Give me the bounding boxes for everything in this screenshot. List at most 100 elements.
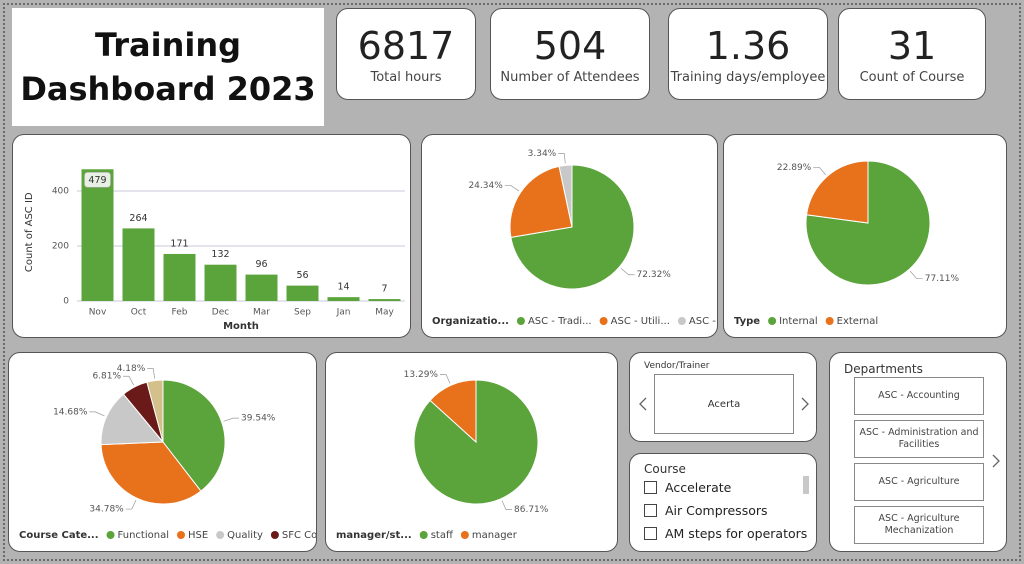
data-label: 479 <box>88 175 106 186</box>
checkbox[interactable] <box>644 504 657 517</box>
prev-arrow[interactable] <box>638 397 648 411</box>
data-label: 4.18% <box>117 364 146 374</box>
item-label: Air Compressors <box>665 503 768 518</box>
legend-label: Internal <box>779 316 818 327</box>
departments-slicer: Departments ASC - Accounting ASC - Admin… <box>829 352 1007 552</box>
data-label: 3.34% <box>528 149 557 159</box>
x-tick-label: Nov <box>89 308 107 318</box>
legend-label: manager <box>472 530 518 541</box>
bar <box>163 253 196 301</box>
data-label: 86.71% <box>514 505 549 515</box>
kpi-value: 1.36 <box>705 23 791 68</box>
legend-swatch <box>768 317 777 325</box>
kpi-label: Total hours <box>370 69 442 85</box>
data-label: 39.54% <box>241 414 276 424</box>
vendor-slicer: Vendor/Trainer Acerta <box>629 352 817 442</box>
leader-line <box>501 500 513 510</box>
kpi-card: 504 Number of Attendees <box>490 8 650 100</box>
x-tick-label: Feb <box>172 308 188 318</box>
slicer-item[interactable]: ASC - Agriculture Mechanization <box>854 506 984 544</box>
pie-slice <box>146 379 164 443</box>
slicer-item[interactable]: Accelerate <box>644 480 731 495</box>
legend-label: staff <box>431 530 454 541</box>
x-tick-label: Dec <box>212 308 229 318</box>
x-tick-label: May <box>375 308 394 318</box>
legend-title: manager/st... <box>336 530 412 541</box>
data-label: 6.81% <box>92 372 121 382</box>
course-slicer: Course Accelerate Air Compressors AM ste… <box>629 453 817 552</box>
bar <box>327 297 360 301</box>
legend-swatch <box>106 531 115 539</box>
slicer-title: Departments <box>844 362 923 376</box>
bar <box>245 274 278 301</box>
item-label: Accelerate <box>665 480 732 495</box>
legend-swatch <box>460 531 469 539</box>
leader-line <box>813 166 827 176</box>
data-label: 24.34% <box>468 181 503 191</box>
pie-chart: 39.54% 34.78% 14.68% 6.81%4.18% Course Cate.… <box>19 364 317 541</box>
data-label: 77.11% <box>925 274 960 284</box>
next-arrow[interactable] <box>991 454 1001 468</box>
checkbox[interactable] <box>644 481 657 494</box>
data-label: 34.78% <box>89 505 124 515</box>
slicer-item[interactable]: AM steps for operators <box>644 526 807 541</box>
leader-line <box>123 375 134 386</box>
data-label: 56 <box>296 270 308 281</box>
chart-card: 77.11% 22.89% Type Internal External <box>723 134 1007 338</box>
leader-line <box>504 185 520 192</box>
y-tick-label: 200 <box>52 242 69 252</box>
data-label: 132 <box>211 249 229 260</box>
leader-line <box>147 368 155 379</box>
kpi-value: 6817 <box>357 23 455 68</box>
data-label: 13.29% <box>404 370 439 380</box>
data-label: 96 <box>255 259 267 270</box>
bar <box>122 228 155 301</box>
chart-card: 39.54% 34.78% 14.68% 6.81% 4.18% Course Cate.… <box>8 352 317 552</box>
slicer-item[interactable]: ASC - Administration and Facilities <box>854 420 984 458</box>
x-tick-label: Oct <box>131 308 147 318</box>
leader-line <box>223 417 240 422</box>
data-label: 264 <box>129 213 147 224</box>
legend-label: Functional <box>118 530 169 541</box>
legend-label: SFC Comp... <box>282 530 317 541</box>
scrollbar[interactable] <box>803 476 809 494</box>
x-tick-label: Jan <box>336 308 351 318</box>
pie-slice <box>162 379 226 492</box>
bar <box>286 285 319 301</box>
bar-chart: 0 200 400 Count of ASC ID Month Nov 479 Oct 264 F… <box>24 169 405 332</box>
slicer-title: Vendor/Trainer <box>644 361 710 371</box>
legend-label: ASC - Utili... <box>611 316 670 327</box>
pie-chart: 77.11% 22.89% Type Internal External <box>734 160 960 327</box>
pie-slice <box>100 441 202 505</box>
slicer-item[interactable]: Acerta <box>654 374 794 434</box>
legend-swatch <box>216 531 225 539</box>
legend-swatch <box>599 317 608 325</box>
slicer-title: Course <box>644 462 686 476</box>
kpi-label: Count of Course <box>859 69 965 85</box>
legend-swatch <box>516 317 525 325</box>
slicer-item[interactable]: Air Compressors <box>644 503 768 518</box>
kpi-value: 31 <box>887 23 937 68</box>
legend-swatch <box>270 531 279 539</box>
checkbox[interactable] <box>644 527 657 540</box>
data-label: 7 <box>381 284 387 295</box>
data-label: 171 <box>170 238 188 249</box>
legend-title: Course Cate... <box>19 530 99 541</box>
leader-line <box>125 499 137 510</box>
kpi-card: 31 Count of Course <box>838 8 986 100</box>
legend-title: Type <box>734 316 760 327</box>
bar <box>368 299 401 301</box>
leader-line <box>909 270 923 280</box>
data-label-box <box>84 171 111 188</box>
bar <box>81 169 114 301</box>
next-arrow[interactable] <box>800 397 810 411</box>
legend-label: HSE <box>188 530 208 541</box>
pie-chart: 72.32% 24.34% 3.34% Organizatio... ASC - Tra… <box>432 149 717 327</box>
dashboard-title: Training Dashboard 2023 <box>12 8 324 126</box>
legend-swatch <box>825 317 834 325</box>
kpi-label: Number of Attendees <box>500 69 640 85</box>
slicer-item[interactable]: ASC - Agriculture <box>854 463 984 501</box>
leader-line <box>89 411 105 417</box>
slicer-item[interactable]: ASC - Accounting <box>854 377 984 415</box>
